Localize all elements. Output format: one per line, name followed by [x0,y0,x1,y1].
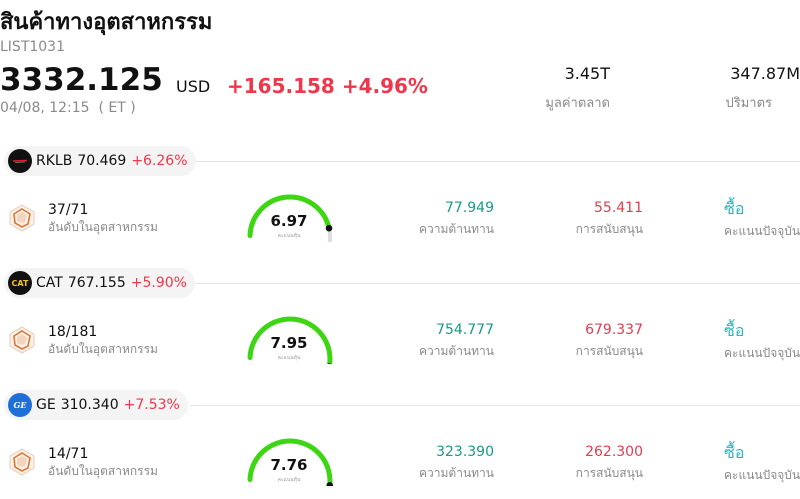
industry-rank-value: 14/71 [48,446,89,462]
resistance-label: ความต้านทาน [419,466,494,480]
stock-change: +5.90% [130,275,187,291]
resistance-value: 77.949 [445,200,494,216]
support-label: การสนับสนุน [575,466,643,480]
gauge-fill [247,194,332,239]
score-gauge [247,438,334,486]
market-cap-label: มูลค่าตลาด [545,96,610,111]
stock-pill[interactable]: GE GE 310.340 +7.53% [4,390,188,420]
stock-row-ge[interactable]: GE GE 310.340 +7.53% 14/71 อันดับในอุตสา… [0,390,800,499]
gauge-caption: คะแนนหุ้น [277,477,301,483]
support-value: 679.337 [585,322,643,338]
stock-ticker: CAT [36,275,63,291]
stock-score-value: 7.76 [270,456,308,474]
cat-logo-text: CAT [11,278,29,288]
hexagon-rank-icon [8,203,36,233]
hexagon-rank-icon [8,447,36,477]
resistance-value: 323.390 [436,444,494,460]
support-value: 262.300 [585,444,643,460]
volume-label: ปริมาตร [725,96,772,111]
stock-change: +7.53% [123,397,180,413]
rating-action: ซื้อ [724,199,745,218]
industry-rank-label: อันดับในอุตสาหกรรม [48,220,158,234]
timestamp: 04/08, 12:15 ( ET ) [0,100,136,116]
list-code: LIST1031 [0,39,65,55]
stock-pill[interactable]: RKLB 70.469 +6.26% [4,146,196,176]
currency-label: USD [176,77,211,96]
gauge-caption: คะแนนหุ้น [277,355,301,361]
ge-logo: GE [8,393,32,417]
rating-caption: คะแนนปัจจุบัน [724,346,800,360]
hexagon-rank-icon [8,325,36,355]
volume-value: 347.87M [730,64,800,83]
score-gauge [247,194,333,242]
stock-change: +6.26% [131,153,188,169]
gauge-fill [247,438,333,486]
support-label: การสนับสนุน [575,222,643,236]
industry-rank-value: 18/181 [48,324,98,340]
industry-rank-label: อันดับในอุตสาหกรรม [48,342,158,356]
stock-price: 767.155 [67,275,126,291]
resistance-label: ความต้านทาน [419,344,494,358]
rating-caption: คะแนนปัจจุบัน [724,468,800,482]
gauge-marker [326,482,334,486]
cat-logo: CAT [8,271,32,295]
row-divider [190,161,800,162]
stock-ticker: GE [36,397,56,413]
rating-action: ซื้อ [724,443,745,462]
stock-score-value: 6.97 [270,212,308,230]
stock-price: 310.340 [60,397,119,413]
resistance-label: ความต้านทาน [419,222,494,236]
stock-score-value: 7.95 [270,334,308,352]
stock-pill[interactable]: CAT CAT 767.155 +5.90% [4,268,195,298]
industry-rank-label: อันดับในอุตสาหกรรม [48,464,158,478]
support-label: การสนับสนุน [575,344,643,358]
support-value: 55.411 [594,200,643,216]
stock-row-cat[interactable]: CAT CAT 767.155 +5.90% 18/181 อันดับในอุ… [0,268,800,390]
industry-rank-value: 37/71 [48,202,89,218]
stock-row-rklb[interactable]: RKLB 70.469 +6.26% 37/71 อันดับในอุตสาหก… [0,146,800,268]
rating-action: ซื้อ [724,321,745,340]
gauge-track [327,226,332,242]
gauge-marker [327,363,332,364]
rklb-logo [8,149,32,173]
gauge-caption: คะแนนหุ้น [277,233,301,239]
row-divider [190,405,800,406]
ge-logo-text: GE [13,400,27,410]
row-divider [190,283,800,284]
stock-ticker: RKLB [36,153,73,169]
stock-price: 70.469 [77,153,127,169]
market-cap-value: 3.45T [564,64,610,83]
page-title: สินค้าทางอุตสาหกรรม [0,10,213,35]
gauge-marker [325,224,333,232]
price-change: +165.158 +4.96% [227,74,428,98]
rating-caption: คะแนนปัจจุบัน [724,224,800,238]
score-gauge [247,316,333,364]
resistance-value: 754.777 [436,322,494,338]
gauge-fill [247,316,333,364]
index-price: 3332.125 [0,62,163,98]
